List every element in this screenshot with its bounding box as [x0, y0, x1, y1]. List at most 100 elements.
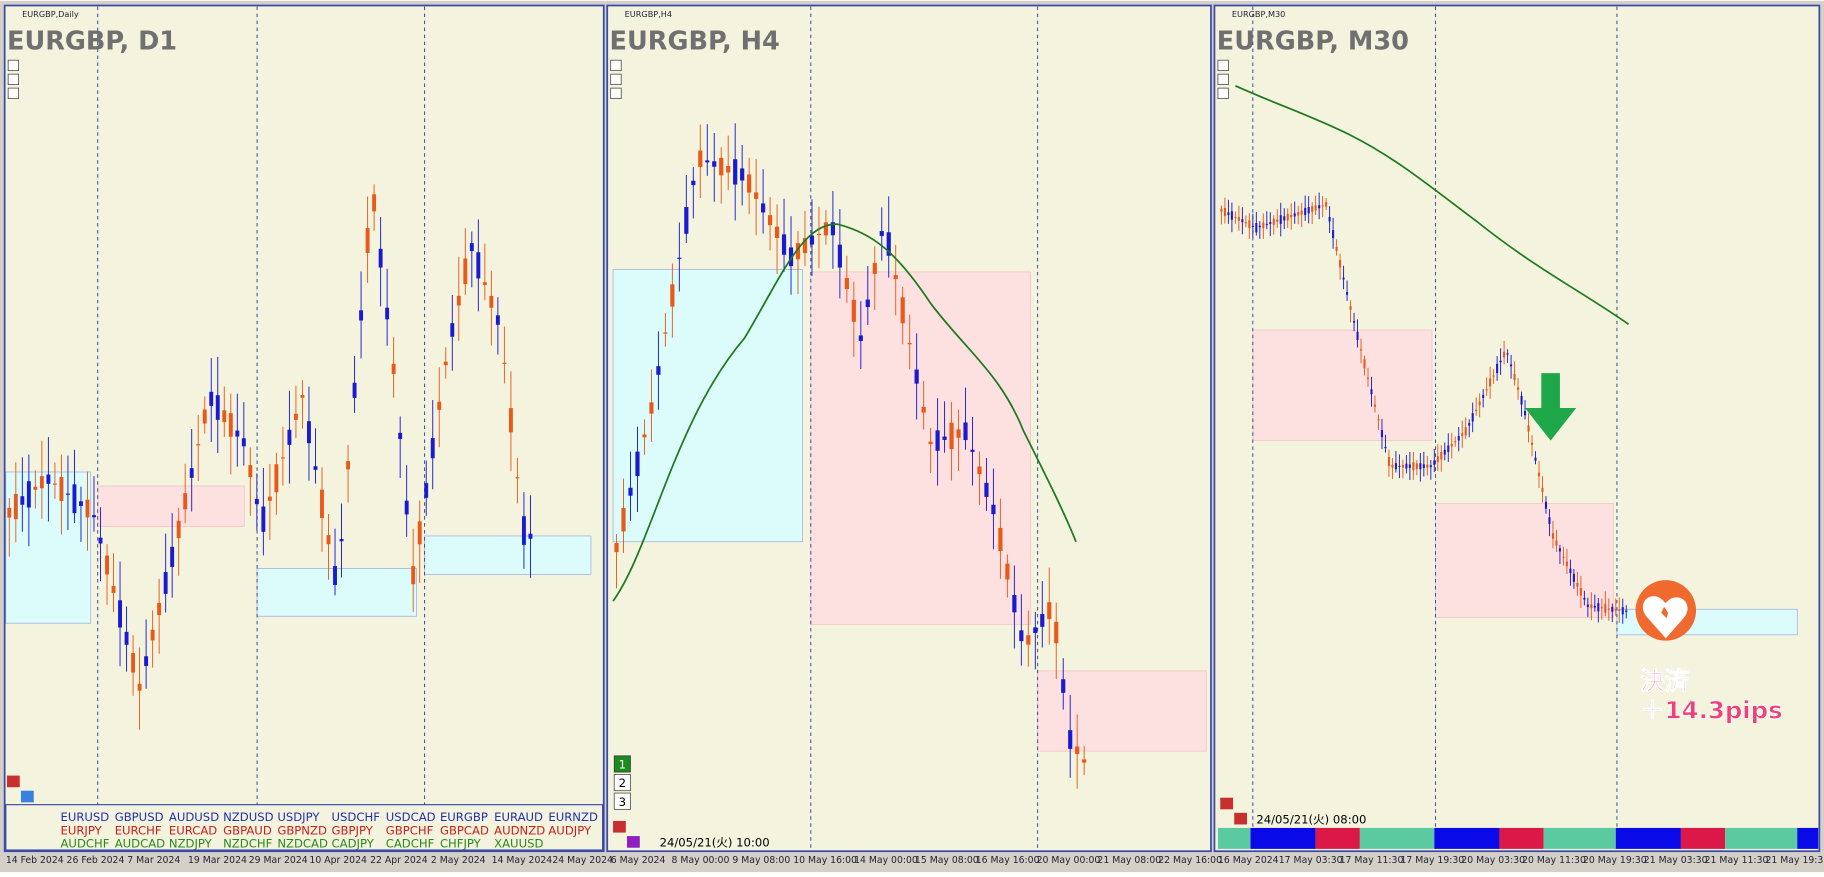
candle-body [1366, 377, 1370, 379]
symbol-link[interactable]: AUDUSD [169, 810, 219, 824]
candle-body [124, 631, 129, 645]
close-button[interactable] [6, 775, 20, 788]
candle-body [1230, 211, 1233, 220]
close-button[interactable] [613, 820, 626, 833]
option-button[interactable] [20, 790, 34, 803]
symbol-link[interactable]: EURCAD [169, 823, 217, 837]
symbol-link[interactable]: GBPJPY [332, 823, 374, 837]
date-label: 10 May 16:00 [793, 855, 857, 866]
period-button[interactable] [613, 774, 631, 792]
candle-body [1558, 548, 1561, 552]
candle-body [293, 413, 298, 420]
scale-button[interactable] [1217, 87, 1229, 99]
candle-body [719, 157, 724, 176]
date-label: 14 Feb 2024 [6, 855, 64, 866]
symbol-link[interactable]: GBPUSD [115, 810, 164, 824]
symbol-link[interactable]: EURGBP [440, 810, 488, 824]
candle-body [1286, 214, 1289, 221]
candle-body [437, 401, 442, 410]
symbol-link[interactable]: XAUUSD [494, 837, 543, 851]
symbol-link[interactable]: GBPNZD [277, 823, 327, 837]
candle-body [656, 366, 661, 375]
symbol-link[interactable]: EURAUD [494, 810, 543, 824]
symbol-link[interactable]: EURUSD [60, 810, 109, 824]
symbol-link[interactable]: AUDNZD [494, 823, 545, 837]
date-label: 20 May 03:30 [1461, 855, 1525, 866]
moving-average [1235, 84, 1630, 325]
strength-bar [1250, 827, 1316, 849]
candle-body [1272, 218, 1275, 225]
symbol-link[interactable]: AUDCHF [60, 837, 109, 851]
candle-body [1586, 604, 1589, 608]
candle-body [1283, 216, 1286, 221]
symbol-link[interactable]: USDJPY [277, 810, 320, 824]
candle-body [404, 500, 409, 515]
scale-button[interactable] [7, 87, 19, 99]
period-button[interactable] [613, 792, 631, 810]
candle-body [261, 506, 266, 532]
candle-body [907, 343, 912, 345]
symbol-link[interactable]: AUDJPY [548, 823, 592, 837]
chart-title: EURGBP, M30 [1217, 27, 1409, 57]
symbol-link[interactable]: EURNZD [548, 810, 598, 824]
candle-body [1450, 443, 1453, 447]
scale-button[interactable] [610, 73, 622, 85]
scale-button[interactable] [1217, 59, 1229, 72]
symbol-link[interactable]: NZDCHF [223, 837, 272, 851]
symbol-link[interactable]: GBPCHF [386, 823, 434, 837]
candle-body [59, 476, 64, 501]
candle-body [949, 422, 954, 450]
candle-body [52, 483, 57, 485]
symbol-link[interactable]: EURCHF [115, 823, 162, 837]
candle-body [1565, 561, 1568, 567]
date-label: 20 May 00:00 [1037, 855, 1101, 866]
symbol-link[interactable]: NZDCAD [277, 837, 328, 851]
candle-body [502, 362, 507, 364]
candle-body [886, 232, 891, 256]
candle-body [1311, 206, 1314, 212]
scale-button[interactable] [610, 59, 622, 72]
symbol-link[interactable]: USDCAD [386, 810, 436, 824]
candle-body [215, 395, 220, 420]
date-label: 24 May 2024 [552, 855, 613, 866]
period-button-label[interactable]: 1 [619, 758, 626, 772]
candle-body [802, 238, 808, 254]
candle-body [1318, 205, 1321, 209]
date-label: 20 May 19:30 [1583, 855, 1647, 866]
period-button-label[interactable]: 2 [619, 776, 626, 790]
candle-body [1436, 456, 1439, 463]
option-button[interactable] [627, 836, 640, 848]
candle-body [1401, 464, 1404, 468]
symbol-link[interactable]: NZDJPY [169, 837, 213, 851]
symbol-link[interactable]: CHFJPY [440, 837, 482, 851]
date-label: 15 May 08:00 [915, 855, 979, 866]
symbol-link[interactable]: CADCHF [386, 837, 435, 851]
period-button[interactable] [613, 755, 631, 773]
symbol-link[interactable]: AUDCAD [115, 837, 165, 851]
candle-body [1332, 230, 1335, 239]
candle-body [1325, 202, 1328, 207]
scale-button[interactable] [7, 59, 19, 72]
scale-button[interactable] [1217, 73, 1229, 85]
date-label: 21 May 03:30 [1644, 855, 1708, 866]
candle-body [984, 482, 989, 497]
candle-body [228, 413, 233, 437]
candle-body [346, 461, 351, 470]
symbol-link[interactable]: GBPCAD [440, 823, 489, 837]
symbol-link[interactable]: GBPAUD [223, 823, 272, 837]
period-button-label[interactable]: 3 [619, 795, 626, 809]
symbol-link[interactable]: USDCHF [332, 810, 381, 824]
scale-button[interactable] [610, 87, 622, 99]
candle-body [1026, 635, 1031, 645]
scale-button[interactable] [7, 73, 19, 85]
candle-body [1328, 216, 1331, 222]
date-label: 21 May 11:30 [1705, 855, 1769, 866]
symbol-link[interactable]: EURJPY [60, 823, 102, 837]
candle-body [705, 160, 710, 163]
candle-body [1380, 430, 1384, 438]
symbol-link[interactable]: NZDUSD [223, 810, 273, 824]
option-button[interactable] [1234, 812, 1248, 825]
close-button[interactable] [1220, 797, 1234, 810]
symbol-link[interactable]: CADJPY [332, 837, 375, 851]
